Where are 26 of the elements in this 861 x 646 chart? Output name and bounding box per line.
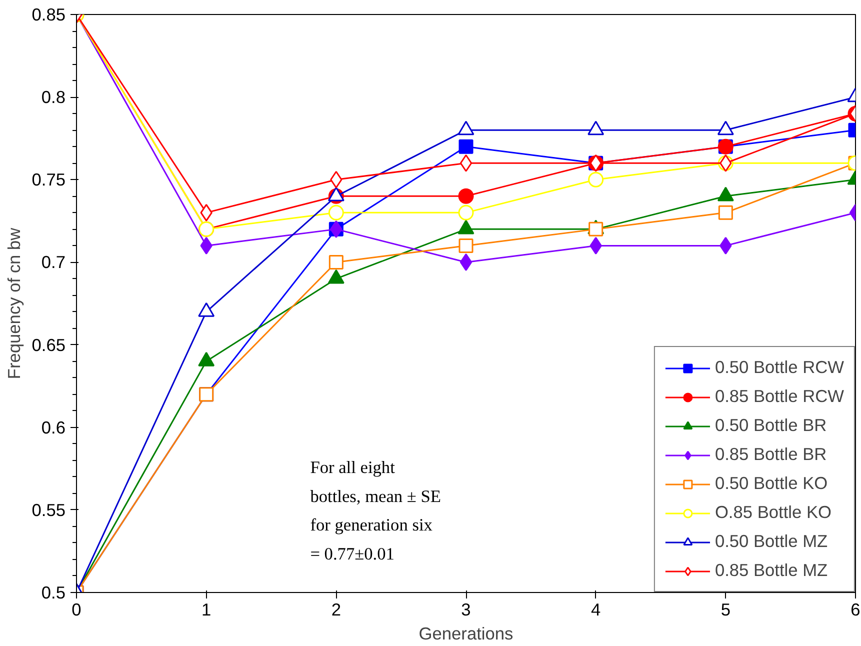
legend-label: 0.50 Bottle KO bbox=[714, 473, 828, 494]
x-tick-label: 0 bbox=[72, 600, 82, 620]
x-tick-label: 6 bbox=[850, 600, 860, 620]
x-tick-label: 5 bbox=[720, 600, 730, 620]
annotation: For all eight bottles, mean ± SE for generation six = 0.77±0.01 bbox=[310, 458, 441, 564]
y-tick-label: 0.5 bbox=[41, 582, 66, 602]
legend-label: 0.85 Bottle MZ bbox=[714, 560, 828, 581]
x-tick-label: 3 bbox=[461, 600, 471, 620]
y-tick-label: 0.8 bbox=[41, 87, 66, 108]
legend-label: 0.50 Bottle RCW bbox=[714, 357, 844, 378]
y-tick-label: 0.6 bbox=[41, 417, 66, 438]
legend-label: 0.85 Bottle BR bbox=[714, 444, 827, 465]
legend-label: 0.50 Bottle MZ bbox=[714, 531, 828, 552]
y-axis-title: Frequency of cn bw bbox=[4, 227, 24, 380]
x-tick-label: 2 bbox=[331, 600, 341, 620]
x-tick-label: 4 bbox=[591, 600, 602, 620]
x-axis-title: Generations bbox=[418, 624, 514, 644]
legend-label: O.85 Bottle KO bbox=[714, 502, 832, 523]
y-tick-label: 0.75 bbox=[32, 170, 66, 190]
y-tick-label: 0.85 bbox=[32, 4, 66, 24]
legend-label: 0.85 Bottle RCW bbox=[714, 386, 844, 407]
legend-label: 0.50 Bottle BR bbox=[714, 415, 827, 436]
x-tick-label: 1 bbox=[202, 600, 212, 620]
y-tick-label: 0.65 bbox=[32, 334, 66, 355]
y-tick-label: 0.55 bbox=[32, 500, 66, 520]
y-tick-label: 0.7 bbox=[41, 252, 66, 272]
